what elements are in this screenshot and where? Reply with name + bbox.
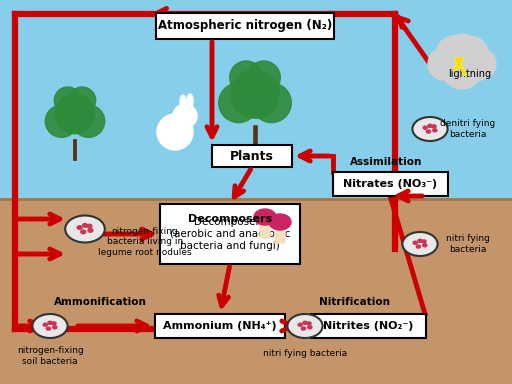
Circle shape (55, 94, 95, 134)
Ellipse shape (422, 126, 428, 130)
Ellipse shape (187, 94, 193, 108)
Ellipse shape (82, 223, 88, 228)
Ellipse shape (87, 228, 94, 233)
Text: Nitrites (NO₂⁻): Nitrites (NO₂⁻) (323, 321, 413, 331)
Circle shape (247, 61, 280, 94)
Ellipse shape (51, 321, 57, 326)
Circle shape (157, 114, 193, 150)
Circle shape (452, 36, 488, 72)
Circle shape (45, 105, 78, 137)
Text: Ammonification: Ammonification (54, 297, 146, 307)
Text: nitri fying bacteria: nitri fying bacteria (263, 349, 347, 359)
FancyBboxPatch shape (310, 314, 425, 338)
FancyBboxPatch shape (332, 172, 447, 196)
Ellipse shape (297, 323, 303, 327)
Text: Decomposers: Decomposers (188, 214, 272, 224)
Ellipse shape (431, 124, 437, 129)
Ellipse shape (427, 124, 433, 128)
Ellipse shape (422, 243, 428, 248)
Circle shape (252, 83, 291, 122)
Ellipse shape (254, 209, 276, 225)
Ellipse shape (307, 325, 313, 329)
Circle shape (173, 104, 197, 128)
Text: Ammonium (NH₄⁺): Ammonium (NH₄⁺) (163, 321, 277, 331)
Ellipse shape (269, 214, 291, 230)
Circle shape (219, 83, 258, 122)
Circle shape (428, 48, 460, 80)
Ellipse shape (412, 240, 418, 245)
Ellipse shape (42, 323, 48, 327)
Ellipse shape (76, 225, 83, 230)
Circle shape (69, 87, 96, 114)
Text: Plants: Plants (230, 149, 274, 162)
Text: Decomposers
(aerobic and anaerobic
bacteria and fungi): Decomposers (aerobic and anaerobic bacte… (170, 217, 290, 251)
FancyBboxPatch shape (160, 204, 300, 264)
Text: Atmospheric nitrogen (N₂): Atmospheric nitrogen (N₂) (158, 20, 332, 33)
Circle shape (447, 34, 477, 64)
Ellipse shape (416, 244, 421, 249)
Text: Nitrification: Nitrification (319, 297, 391, 307)
Ellipse shape (432, 128, 438, 132)
Circle shape (231, 70, 279, 118)
Circle shape (464, 48, 496, 80)
Ellipse shape (306, 321, 312, 326)
Bar (0, 199, 512, 384)
Ellipse shape (417, 238, 423, 243)
Circle shape (230, 61, 263, 94)
Text: Nitrates (NO₃⁻): Nitrates (NO₃⁻) (343, 179, 437, 189)
Ellipse shape (46, 326, 51, 331)
Circle shape (442, 49, 482, 89)
Text: lightning: lightning (449, 69, 492, 79)
FancyBboxPatch shape (260, 216, 270, 238)
Ellipse shape (65, 215, 105, 243)
Ellipse shape (80, 229, 87, 234)
Ellipse shape (402, 232, 438, 256)
FancyBboxPatch shape (212, 145, 292, 167)
FancyBboxPatch shape (275, 221, 285, 243)
Ellipse shape (87, 223, 93, 228)
Circle shape (72, 105, 104, 137)
Ellipse shape (47, 321, 53, 325)
Circle shape (436, 36, 472, 72)
Ellipse shape (52, 325, 57, 329)
Text: denitri fying
bacteria: denitri fying bacteria (440, 119, 496, 139)
Ellipse shape (421, 239, 427, 244)
Ellipse shape (287, 314, 323, 338)
Text: nitri fying
bacteria: nitri fying bacteria (446, 234, 490, 254)
Ellipse shape (302, 321, 308, 325)
Circle shape (54, 87, 81, 114)
Ellipse shape (301, 326, 306, 331)
Text: nitrogen-fixing
soil bacteria: nitrogen-fixing soil bacteria (16, 346, 83, 366)
Ellipse shape (425, 129, 431, 134)
Text: Assimilation: Assimilation (350, 157, 422, 167)
Ellipse shape (180, 95, 186, 109)
FancyBboxPatch shape (156, 13, 334, 39)
Ellipse shape (412, 117, 447, 141)
Text: nitrogen-fixing
bacteria living in
legume root nodules: nitrogen-fixing bacteria living in legum… (98, 227, 192, 257)
Ellipse shape (32, 314, 68, 338)
FancyBboxPatch shape (155, 314, 285, 338)
